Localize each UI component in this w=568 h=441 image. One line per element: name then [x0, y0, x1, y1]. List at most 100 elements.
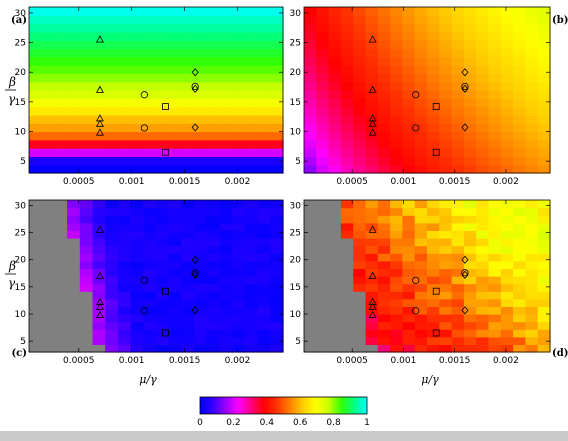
heatmap-cell: [414, 73, 428, 83]
heatmap-cell: [340, 200, 354, 209]
heatmap-cell: [340, 73, 354, 83]
heatmap-cell: [377, 65, 391, 74]
heatmap-cell: [439, 329, 453, 338]
heatmap-cell: [537, 298, 551, 307]
panel-label: (a): [11, 15, 27, 26]
heatmap-cell: [232, 31, 246, 41]
heatmap-cell: [463, 148, 477, 157]
heatmap-cell: [402, 40, 416, 50]
heatmap-cell: [316, 131, 330, 141]
heatmap-cell: [328, 321, 342, 330]
marker-triangle: [368, 310, 377, 318]
heatmap-cell: [143, 329, 157, 338]
heatmap-cell: [439, 283, 453, 292]
heatmap-cell: [390, 215, 403, 224]
y-tick-label: 15: [15, 283, 26, 293]
heatmap-cell: [439, 31, 453, 41]
heatmap-cell: [92, 222, 106, 231]
heatmap-cell: [488, 245, 502, 254]
heatmap-cell: [130, 283, 144, 292]
heatmap-cell: [451, 123, 465, 133]
heatmap-cell: [488, 276, 502, 285]
heatmap-cell: [353, 306, 367, 315]
heatmap-cell: [513, 268, 526, 277]
heatmap-cell: [402, 114, 416, 124]
heatmap-cell: [537, 245, 551, 254]
heatmap-cell: [525, 123, 539, 133]
heatmap-cell: [500, 123, 514, 133]
heatmap-cell: [105, 268, 119, 277]
heatmap-cell: [219, 336, 233, 345]
heatmap-cell: [402, 139, 416, 149]
heatmap-cell: [390, 164, 403, 174]
heatmap-cell: [244, 148, 259, 157]
heatmap-cell: [194, 139, 208, 149]
heatmap-cell: [476, 40, 490, 50]
heatmap-cell: [257, 207, 271, 216]
heatmap-cell: [365, 329, 379, 338]
heatmap-cell: [500, 200, 514, 209]
heatmap-cell: [270, 230, 284, 239]
heatmap-cell: [257, 276, 271, 285]
heatmap-cell: [451, 329, 465, 338]
heatmap-cell: [488, 131, 502, 141]
heatmap-cell: [244, 7, 259, 16]
heatmap-cell: [54, 31, 68, 41]
y-tick-label: 30: [290, 201, 302, 211]
heatmap-cell: [340, 336, 354, 345]
heatmap-cell: [168, 90, 182, 99]
heatmap-cell: [316, 336, 330, 345]
heatmap-cell: [513, 123, 526, 133]
heatmap-cell: [463, 23, 477, 33]
heatmap-cell: [353, 7, 367, 16]
heatmap-cell: [41, 253, 55, 262]
heatmap-cell: [463, 48, 477, 58]
heatmap-cell: [257, 306, 271, 315]
heatmap-cell: [451, 336, 465, 345]
marker-diamond: [191, 84, 199, 93]
heatmap-cell: [390, 98, 403, 108]
heatmap-cell: [67, 245, 81, 254]
heatmap-cell: [117, 98, 132, 108]
marker-diamond: [461, 68, 469, 77]
heatmap-cell: [328, 230, 342, 239]
heatmap-cell: [500, 260, 514, 269]
heatmap-cell: [304, 131, 317, 141]
heatmap-cell: [219, 344, 233, 353]
heatmap-cell: [194, 148, 208, 157]
heatmap-cell: [41, 90, 55, 99]
heatmap-cell: [353, 245, 367, 254]
heatmap-cell: [168, 215, 182, 224]
heatmap-cell: [439, 139, 453, 149]
heatmap-cell: [488, 314, 502, 323]
heatmap-cell: [390, 283, 403, 292]
heatmap-cell: [340, 298, 354, 307]
heatmap-cell: [270, 336, 284, 345]
heatmap-cell: [117, 148, 132, 157]
heatmap-cell: [340, 344, 354, 353]
heatmap-cell: [390, 156, 403, 166]
heatmap-cell: [244, 56, 259, 66]
heatmap-cell: [105, 31, 119, 41]
heatmap-cell: [500, 329, 514, 338]
heatmap-cell: [67, 268, 81, 277]
heatmap-cell: [270, 123, 284, 133]
heatmap-cell: [488, 90, 502, 99]
heatmap-cell: [105, 200, 119, 209]
heatmap-cell: [244, 65, 259, 74]
heatmap-cell: [402, 336, 416, 345]
heatmap-cell: [476, 314, 490, 323]
heatmap-cell: [67, 260, 81, 269]
heatmap-cell: [353, 123, 367, 133]
heatmap-cell: [353, 215, 367, 224]
heatmap-cell: [513, 40, 526, 50]
heatmap-cell: [156, 90, 170, 99]
heatmap-cell: [181, 291, 195, 300]
heatmap-cell: [365, 90, 379, 99]
heatmap-cell: [194, 215, 208, 224]
heatmap-cell: [340, 245, 354, 254]
heatmap-cell: [353, 200, 367, 209]
y-tick-label: 20: [290, 256, 302, 266]
heatmap-cell: [365, 200, 379, 209]
heatmap-cell: [377, 238, 391, 247]
